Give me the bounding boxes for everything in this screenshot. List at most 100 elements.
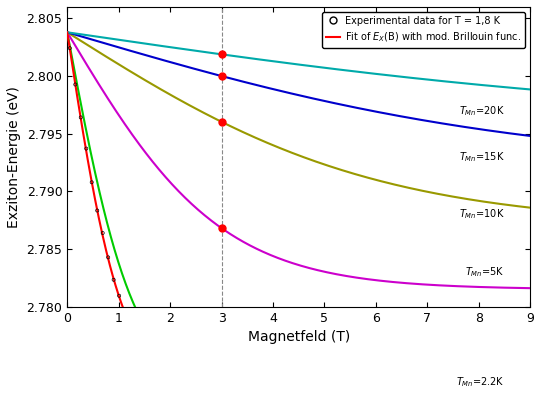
Experimental data for T = 1,8 K [471,395,480,397]
Experimental data for T = 1,8 K [312,391,321,397]
Experimental data for T = 1,8 K [482,390,491,396]
Fit of Eχ(B) with mod. Brillouin func. [284,391,291,395]
Experimental data for T = 1,8 K [487,391,496,397]
Experimental data for T = 1,8 K [504,390,512,397]
Experimental data for T = 1,8 K [115,293,123,299]
Experimental data for T = 1,8 K [192,385,200,392]
Experimental data for T = 1,8 K [109,277,118,283]
Experimental data for T = 1,8 K [334,393,342,397]
Experimental data for T = 1,8 K [241,389,249,395]
Experimental data for T = 1,8 K [465,387,474,394]
Experimental data for T = 1,8 K [285,389,293,395]
Experimental data for T = 1,8 K [169,377,178,384]
Experimental data for T = 1,8 K [389,388,398,395]
Experimental data for T = 1,8 K [263,389,272,395]
Experimental data for T = 1,8 K [208,388,216,395]
Experimental data for T = 1,8 K [295,390,304,397]
Text: $T_{Mn}$=20K: $T_{Mn}$=20K [459,104,504,118]
Experimental data for T = 1,8 K [153,365,162,371]
Y-axis label: Exziton-Energie (eV): Exziton-Energie (eV) [7,86,21,228]
Text: $T_{Mn}$=10K: $T_{Mn}$=10K [459,208,504,222]
Experimental data for T = 1,8 K [498,393,507,397]
Experimental data for T = 1,8 K [159,367,167,374]
Experimental data for T = 1,8 K [274,392,282,397]
Experimental data for T = 1,8 K [493,390,502,396]
Fit of Eχ(B) with mod. Brillouin func. [516,391,522,395]
Experimental data for T = 1,8 K [444,391,452,397]
X-axis label: Magnetfeld (T): Magnetfeld (T) [248,330,350,344]
Experimental data for T = 1,8 K [477,389,485,395]
Experimental data for T = 1,8 K [339,389,348,396]
Experimental data for T = 1,8 K [120,310,129,316]
Experimental data for T = 1,8 K [433,388,441,395]
Experimental data for T = 1,8 K [214,386,222,393]
Experimental data for T = 1,8 K [197,385,206,391]
Experimental data for T = 1,8 K [164,373,173,380]
Experimental data for T = 1,8 K [186,382,195,388]
Experimental data for T = 1,8 K [449,389,458,396]
Experimental data for T = 1,8 K [219,388,228,395]
Experimental data for T = 1,8 K [405,392,414,397]
Experimental data for T = 1,8 K [230,389,239,396]
Experimental data for T = 1,8 K [378,391,386,397]
Experimental data for T = 1,8 K [318,391,326,397]
Experimental data for T = 1,8 K [268,393,277,397]
Experimental data for T = 1,8 K [76,114,85,121]
Experimental data for T = 1,8 K [252,388,260,394]
Line: Fit of Eχ(B) with mod. Brillouin func.: Fit of Eχ(B) with mod. Brillouin func. [67,32,530,393]
Experimental data for T = 1,8 K [181,380,189,387]
Experimental data for T = 1,8 K [351,391,359,397]
Experimental data for T = 1,8 K [361,388,370,395]
Experimental data for T = 1,8 K [104,254,113,260]
Experimental data for T = 1,8 K [328,389,337,396]
Fit of Eχ(B) with mod. Brillouin func. [527,391,533,395]
Experimental data for T = 1,8 K [235,385,244,392]
Experimental data for T = 1,8 K [131,333,140,339]
Experimental data for T = 1,8 K [82,145,90,152]
Legend: Experimental data for T = 1,8 K, Fit of $E_X$(B) with mod. Brillouin func.: Experimental data for T = 1,8 K, Fit of … [322,12,525,48]
Experimental data for T = 1,8 K [258,391,266,397]
Experimental data for T = 1,8 K [148,358,156,365]
Experimental data for T = 1,8 K [411,392,419,397]
Experimental data for T = 1,8 K [71,81,80,88]
Experimental data for T = 1,8 K [345,391,354,397]
Experimental data for T = 1,8 K [88,179,96,185]
Fit of Eχ(B) with mod. Brillouin func. [287,391,293,395]
Experimental data for T = 1,8 K [384,389,392,396]
Experimental data for T = 1,8 K [142,354,151,360]
Experimental data for T = 1,8 K [367,388,375,395]
Fit of Eχ(B) with mod. Brillouin func. [64,30,70,35]
Fit of Eχ(B) with mod. Brillouin func. [340,391,346,395]
Fit of Eχ(B) with mod. Brillouin func. [444,391,450,395]
Experimental data for T = 1,8 K [372,391,381,397]
Experimental data for T = 1,8 K [323,388,332,395]
Experimental data for T = 1,8 K [202,385,211,391]
Experimental data for T = 1,8 K [126,323,134,329]
Experimental data for T = 1,8 K [509,389,518,396]
Experimental data for T = 1,8 K [400,390,408,397]
Experimental data for T = 1,8 K [307,393,315,397]
Experimental data for T = 1,8 K [137,346,146,353]
Text: $T_{Mn}$=5K: $T_{Mn}$=5K [465,265,504,279]
Experimental data for T = 1,8 K [394,391,403,397]
Experimental data for T = 1,8 K [416,389,425,395]
Experimental data for T = 1,8 K [520,391,529,397]
Experimental data for T = 1,8 K [93,207,102,214]
Experimental data for T = 1,8 K [279,389,288,396]
Experimental data for T = 1,8 K [421,388,430,394]
Experimental data for T = 1,8 K [460,390,469,397]
Experimental data for T = 1,8 K [290,389,299,396]
Text: $T_{Mn}$=15K: $T_{Mn}$=15K [459,150,504,164]
Text: $T_{Mn}$=2.2K: $T_{Mn}$=2.2K [456,375,504,389]
Experimental data for T = 1,8 K [454,387,463,394]
Experimental data for T = 1,8 K [225,388,233,395]
Experimental data for T = 1,8 K [175,375,184,382]
Experimental data for T = 1,8 K [246,391,255,397]
Experimental data for T = 1,8 K [515,387,524,394]
Experimental data for T = 1,8 K [526,391,535,397]
Fit of Eχ(B) with mod. Brillouin func. [314,391,321,395]
Experimental data for T = 1,8 K [356,389,365,395]
Experimental data for T = 1,8 K [98,230,107,236]
Experimental data for T = 1,8 K [427,390,436,397]
Experimental data for T = 1,8 K [301,390,310,397]
